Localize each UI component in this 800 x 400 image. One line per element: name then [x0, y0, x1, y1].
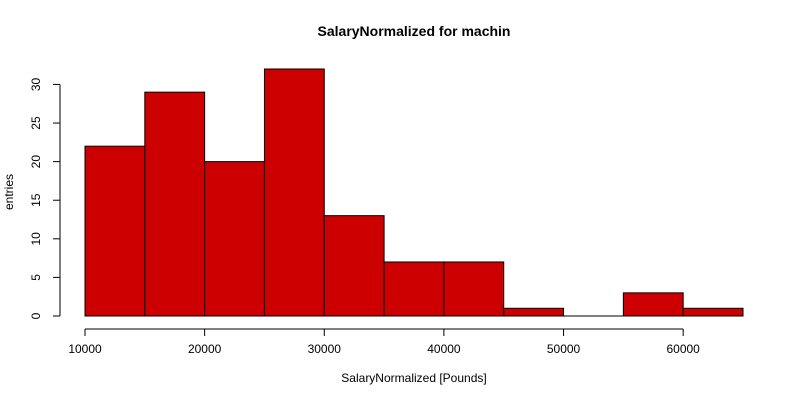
y-axis-label: entries — [2, 174, 16, 210]
y-tick-label: 10 — [29, 232, 43, 246]
histogram-bar-3 — [263, 68, 325, 317]
chart-title: SalaryNormalized for machin — [318, 23, 511, 39]
y-tick-label: 20 — [29, 155, 43, 169]
x-axis: 10000 20000 30000 40000 50000 60000 — [68, 328, 700, 356]
y-axis: 0 5 10 15 20 25 30 — [29, 77, 61, 319]
histogram-bar-2 — [204, 161, 265, 317]
x-axis-label: SalaryNormalized [Pounds] — [341, 371, 486, 385]
x-tick-label: 50000 — [547, 342, 581, 356]
y-tick-label: 25 — [29, 116, 43, 130]
histogram-bar-1 — [144, 91, 206, 317]
histogram-bar-4 — [323, 215, 385, 317]
x-tick-label: 20000 — [188, 342, 222, 356]
y-tick-label: 0 — [29, 312, 43, 319]
histogram-bar-10 — [682, 307, 744, 317]
x-tick-label: 30000 — [308, 342, 342, 356]
histogram-bar-0 — [84, 145, 146, 317]
x-tick-label: 40000 — [427, 342, 461, 356]
y-tick-label: 30 — [29, 77, 43, 91]
y-tick-label: 5 — [29, 274, 43, 281]
histogram-bar-6 — [443, 261, 505, 317]
y-tick-label: 15 — [29, 193, 43, 207]
bars-group — [84, 68, 744, 317]
x-tick-label: 10000 — [68, 342, 102, 356]
histogram-bar-9 — [622, 292, 684, 317]
x-tick-label: 60000 — [666, 342, 700, 356]
histogram-bar-5 — [383, 261, 445, 317]
histogram-bar-7 — [503, 307, 565, 317]
